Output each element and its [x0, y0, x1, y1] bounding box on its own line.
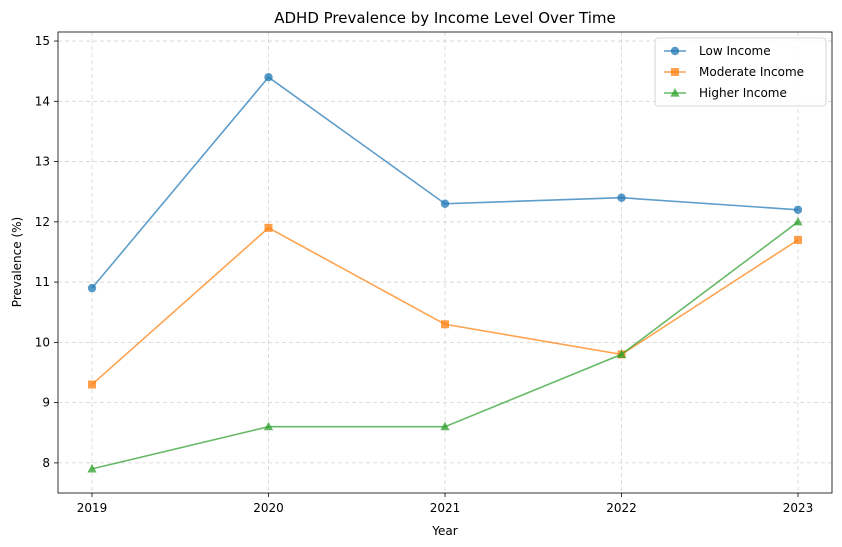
- data-point-higher-income: [616, 349, 627, 358]
- legend-marker: [671, 68, 679, 76]
- y-axis-label: Prevalence (%): [10, 217, 24, 307]
- chart-title: ADHD Prevalence by Income Level Over Tim…: [274, 9, 616, 27]
- data-point-moderate-income: [88, 380, 96, 389]
- y-tick-label: 15: [35, 34, 50, 48]
- series-higher-income: [87, 216, 803, 473]
- legend-item-low-income: Low Income: [664, 44, 771, 58]
- legend-marker: [670, 46, 680, 56]
- legend-label: Higher Income: [699, 86, 787, 100]
- y-tick-label: 9: [42, 396, 50, 410]
- data-point-low-income: [793, 205, 803, 214]
- legend: Low Income Moderate Income Higher Income: [654, 37, 827, 107]
- data-point-higher-income: [87, 463, 97, 473]
- legend-label: Moderate Income: [699, 65, 804, 79]
- data-point-low-income: [264, 72, 273, 82]
- data-point-higher-income: [263, 421, 274, 431]
- y-tick-label: 10: [35, 335, 50, 349]
- x-tick-label: 2022: [606, 501, 637, 515]
- data-point-moderate-income: [794, 235, 802, 244]
- legend-label: Low Income: [699, 44, 771, 58]
- data-point-low-income: [440, 199, 450, 208]
- y-tick-label: 14: [35, 94, 50, 108]
- series-layer: [87, 72, 803, 473]
- data-point-low-income: [617, 193, 626, 202]
- y-tick-label: 8: [42, 456, 50, 470]
- x-tick-label: 2020: [253, 501, 284, 515]
- x-tick-label: 2019: [77, 501, 108, 515]
- series-low-income: [87, 72, 803, 293]
- y-tick-label: 13: [35, 155, 50, 169]
- data-point-moderate-income: [264, 223, 273, 232]
- x-tick-label: 2021: [430, 501, 461, 515]
- data-point-higher-income: [793, 216, 803, 226]
- y-tick-label: 12: [35, 215, 50, 229]
- data-point-low-income: [87, 283, 97, 293]
- grid: [58, 32, 832, 493]
- x-axis: 2019 2020 2021 2022 2023: [77, 493, 814, 515]
- legend-item-moderate-income: Moderate Income: [664, 65, 804, 79]
- x-tick-label: 2023: [783, 501, 814, 515]
- legend-item-higher-income: Higher Income: [664, 86, 787, 100]
- y-axis: 8 9 10 11 12 13 14 15: [35, 34, 58, 470]
- data-point-higher-income: [440, 421, 450, 431]
- x-axis-label: Year: [431, 524, 457, 538]
- legend-marker: [670, 88, 680, 97]
- legend-box: [654, 37, 827, 107]
- data-point-moderate-income: [441, 320, 449, 329]
- y-tick-label: 11: [35, 275, 50, 289]
